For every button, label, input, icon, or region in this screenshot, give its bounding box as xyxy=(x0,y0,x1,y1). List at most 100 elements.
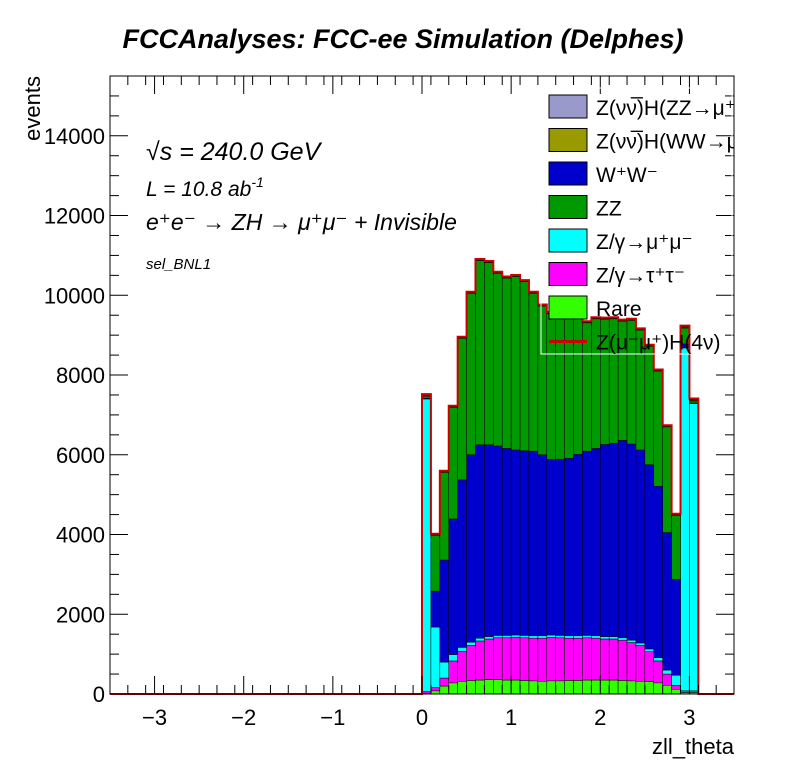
sqrt-s-annotation: √s = 240.0 GeV xyxy=(146,138,323,166)
bar-series-2-bin-7 xyxy=(475,637,485,642)
bar-series-3-bin-7 xyxy=(475,444,485,639)
bar-series-0-bin-19 xyxy=(582,679,592,695)
bar-series-4-bin-9 xyxy=(493,273,503,447)
legend-label: Rare xyxy=(596,298,642,321)
bar-series-0-bin-4 xyxy=(448,682,458,695)
bar-series-3-bin-25 xyxy=(635,449,646,644)
bar-series-1-bin-3 xyxy=(439,677,449,687)
bar-series-3-bin-23 xyxy=(617,440,628,639)
bar-series-0-bin-24 xyxy=(626,680,637,695)
selection-annotation: sel_BNL1 xyxy=(146,256,211,273)
bar-series-3-bin-22 xyxy=(608,442,619,637)
bar-series-1-bin-23 xyxy=(617,639,628,681)
bar-series-2-bin-22 xyxy=(608,636,619,640)
bar-series-3-bin-13 xyxy=(528,450,539,637)
y-tick-label: 14000 xyxy=(44,124,105,149)
bar-series-4-bin-28 xyxy=(662,426,672,533)
bar-series-2-bin-25 xyxy=(635,642,646,646)
bar-series-3-bin-28 xyxy=(662,532,672,671)
bar-series-2-bin-23 xyxy=(617,637,628,641)
bar-series-3-bin-4 xyxy=(448,518,458,655)
bar-series-3-bin-11 xyxy=(510,449,521,636)
bar-series-4-bin-31 xyxy=(689,400,699,404)
bar-series-2-bin-16 xyxy=(555,635,565,639)
bar-series-0-bin-16 xyxy=(555,680,565,695)
bar-series-4-bin-29 xyxy=(671,515,681,580)
bar-series-2-bin-17 xyxy=(564,635,574,639)
x-tick-label: 2 xyxy=(594,705,606,730)
legend-box xyxy=(540,87,733,355)
bar-series-1-bin-4 xyxy=(448,660,458,684)
bar-series-2-bin-9 xyxy=(493,635,503,639)
bar-series-3-bin-15 xyxy=(546,459,556,636)
bar-series-2-bin-27 xyxy=(653,657,663,662)
y-tick-label: 2000 xyxy=(56,602,105,627)
bar-series-4-bin-4 xyxy=(448,407,458,520)
bar-series-0-bin-17 xyxy=(564,680,574,695)
y-tick-label: 4000 xyxy=(56,523,105,548)
bar-series-1-bin-17 xyxy=(564,637,574,681)
bar-series-1-bin-14 xyxy=(537,637,548,682)
bar-series-4-bin-8 xyxy=(484,262,494,446)
bar-series-3-bin-24 xyxy=(626,443,637,641)
legend-label: Z(νν̅)H(WW→μ⁺νμ⁻ν) xyxy=(596,131,796,154)
x-tick-label: 1 xyxy=(505,705,517,730)
bar-series-4-bin-27 xyxy=(653,370,663,487)
bar-series-1-bin-6 xyxy=(466,645,476,681)
bar-series-1-bin-27 xyxy=(653,660,663,684)
annotations: √s = 240.0 GeV L = 10.8 ab-1 e⁺e⁻ → ZH →… xyxy=(146,138,457,273)
bar-series-0-bin-25 xyxy=(635,680,646,695)
bar-series-0-bin-8 xyxy=(484,679,494,695)
bar-series-3-bin-3 xyxy=(439,559,449,663)
bar-series-0-bin-22 xyxy=(608,679,619,695)
legend-swatch xyxy=(548,228,588,253)
bar-series-4-bin-26 xyxy=(644,346,655,465)
bar-series-1-bin-11 xyxy=(510,637,521,681)
legend-label: Z(νν̅)H(ZZ→μ⁺μ⁻ν⁺ν⁻) xyxy=(596,97,796,120)
bar-series-2-bin-15 xyxy=(546,634,556,638)
bar-series-0-bin-21 xyxy=(600,679,610,695)
axes: −3 −2 −1 0 1 2 3 0 2000 4000 6000 8000 10000 12000 140… xyxy=(44,76,735,730)
bar-series-1-bin-13 xyxy=(528,637,539,682)
legend-label: W⁺W⁻ xyxy=(596,164,658,187)
histogram-bars xyxy=(421,259,699,695)
bar-series-0-bin-20 xyxy=(591,679,601,695)
bar-series-2-bin-11 xyxy=(510,634,521,638)
bar-series-0-bin-23 xyxy=(617,680,628,695)
y-tick-label: 6000 xyxy=(56,443,105,468)
bar-series-2-bin-2 xyxy=(430,626,441,688)
bar-series-2-bin-29 xyxy=(671,675,681,686)
bar-series-1-bin-29 xyxy=(671,684,681,690)
bar-series-1-bin-24 xyxy=(626,642,637,682)
x-tick-label: −2 xyxy=(231,705,256,730)
legend-entries: Z(νν̅)H(ZZ→μ⁺μ⁻ν⁺ν⁻) Z(νν̅)H(WW→μ⁺νμ⁻ν) W⁺… xyxy=(548,94,796,355)
legend-swatch xyxy=(548,161,588,186)
bar-series-1-bin-8 xyxy=(484,638,494,680)
bar-series-3-bin-6 xyxy=(466,454,476,643)
bar-series-1-bin-22 xyxy=(608,638,619,681)
x-axis-title: zll_theta xyxy=(652,734,735,759)
luminosity-exponent: -1 xyxy=(251,174,263,190)
bar-series-4-bin-5 xyxy=(457,338,467,481)
x-tick-label: −3 xyxy=(142,705,167,730)
bar-series-4-bin-3 xyxy=(439,472,449,561)
bar-series-1-bin-5 xyxy=(457,651,467,682)
y-tick-label: 8000 xyxy=(56,363,105,388)
bar-series-2-bin-24 xyxy=(626,639,637,643)
bar-series-2-bin-14 xyxy=(537,635,548,639)
legend: Z(νν̅)H(ZZ→μ⁺μ⁻ν⁺ν⁻) Z(νν̅)H(WW→μ⁺νμ⁻ν) W⁺… xyxy=(540,87,796,355)
bar-series-1-bin-7 xyxy=(475,640,485,681)
bar-series-0-bin-26 xyxy=(644,681,655,695)
sqrt-s-symbol: √s xyxy=(146,138,172,166)
luminosity-annotation: L = 10.8 ab-1 xyxy=(146,174,264,201)
bar-series-1-bin-28 xyxy=(662,673,672,686)
bar-series-2-bin-18 xyxy=(573,635,583,639)
bar-series-3-bin-20 xyxy=(591,448,601,637)
bar-series-2-bin-10 xyxy=(501,635,512,639)
bar-series-4-bin-6 xyxy=(466,293,476,456)
bar-series-3-bin-19 xyxy=(582,450,592,636)
bar-series-3-bin-26 xyxy=(644,464,655,650)
bar-series-0-bin-27 xyxy=(653,682,663,695)
bar-series-1-bin-16 xyxy=(555,637,565,682)
